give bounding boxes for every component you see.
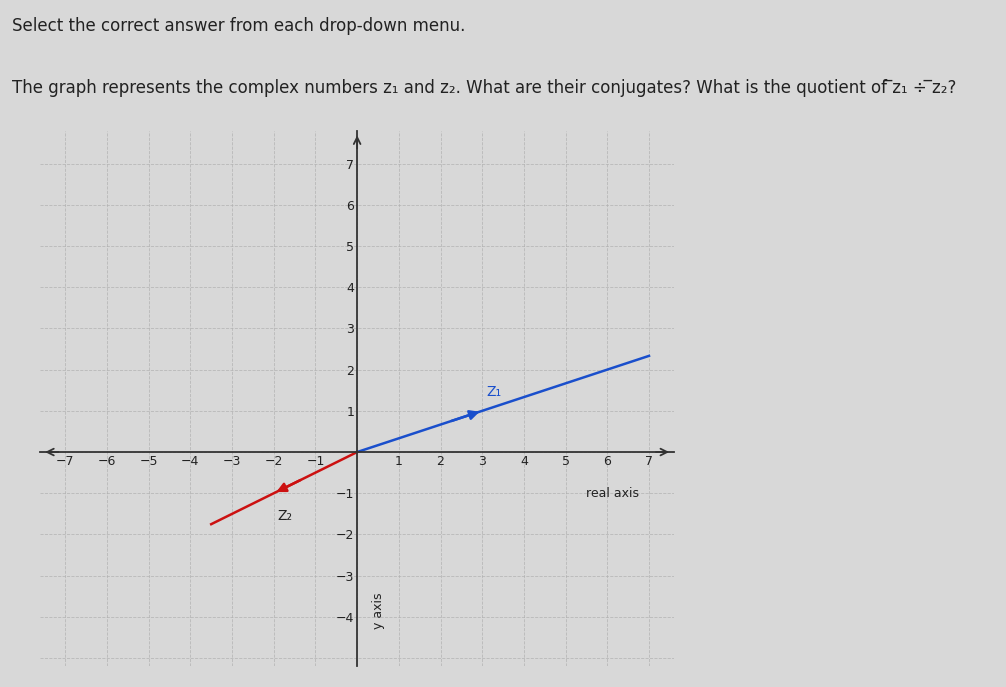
Text: Z₂: Z₂ [277,509,292,523]
Text: y axis: y axis [372,593,384,629]
Text: real axis: real axis [586,487,640,500]
Text: Z₁: Z₁ [486,385,502,399]
Text: Select the correct answer from each drop-down menu.: Select the correct answer from each drop… [12,17,466,35]
Text: The graph represents the complex numbers z₁ and z₂. What are their conjugates? W: The graph represents the complex numbers… [12,79,957,97]
